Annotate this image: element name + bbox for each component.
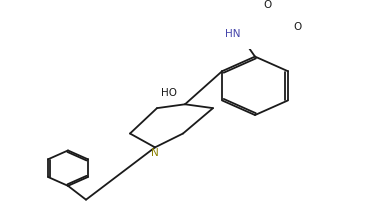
Text: O: O — [294, 22, 302, 32]
Text: HO: HO — [161, 88, 177, 98]
Text: HN: HN — [225, 28, 241, 39]
Text: O: O — [264, 0, 272, 10]
Text: N: N — [151, 148, 159, 158]
